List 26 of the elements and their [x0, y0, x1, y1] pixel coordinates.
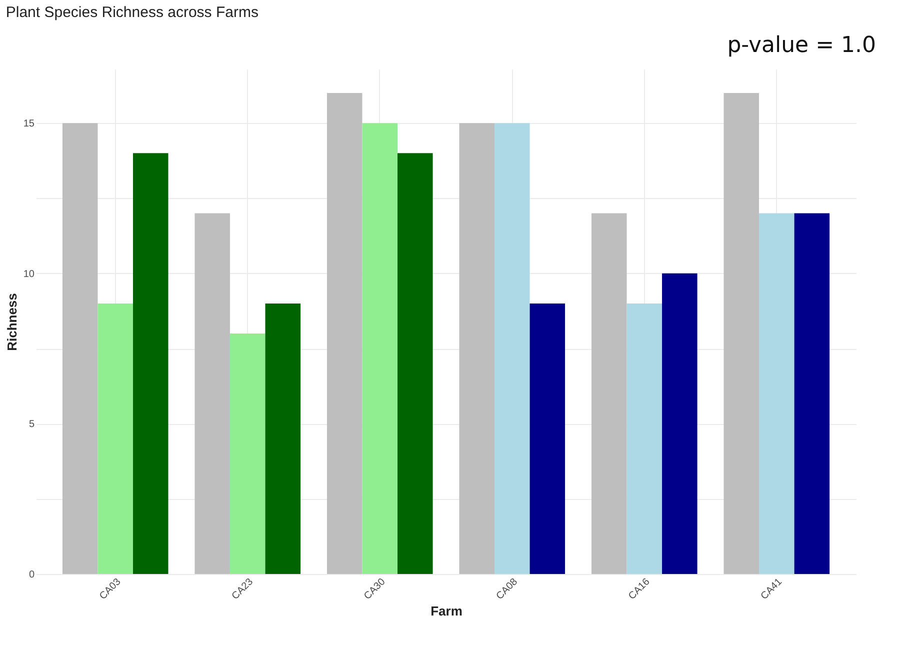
bar [759, 213, 794, 574]
y-tick-label: 15 [23, 118, 35, 130]
bar [265, 303, 301, 574]
y-axis-title: Richness [4, 293, 20, 351]
chart-title: Plant Species Richness across Farms [6, 4, 258, 21]
bar [62, 123, 98, 574]
y-tick-label: 0 [28, 570, 35, 580]
bar [194, 213, 230, 574]
y-tick-label: 10 [23, 268, 35, 280]
bar [794, 213, 830, 574]
bar [326, 93, 362, 574]
bar [530, 303, 566, 574]
bar [459, 123, 494, 574]
bar [724, 93, 760, 574]
text: p-value = 1.0 [727, 33, 876, 58]
bar [662, 273, 698, 574]
y-tick-label: 5 [28, 419, 35, 430]
bar [98, 303, 133, 574]
bar [591, 213, 627, 574]
bar [230, 334, 266, 574]
bar [494, 123, 530, 574]
bar [362, 123, 398, 574]
bar [132, 153, 168, 574]
x-axis-title: Farm [430, 603, 462, 618]
bar [398, 153, 433, 574]
bar [626, 303, 662, 574]
